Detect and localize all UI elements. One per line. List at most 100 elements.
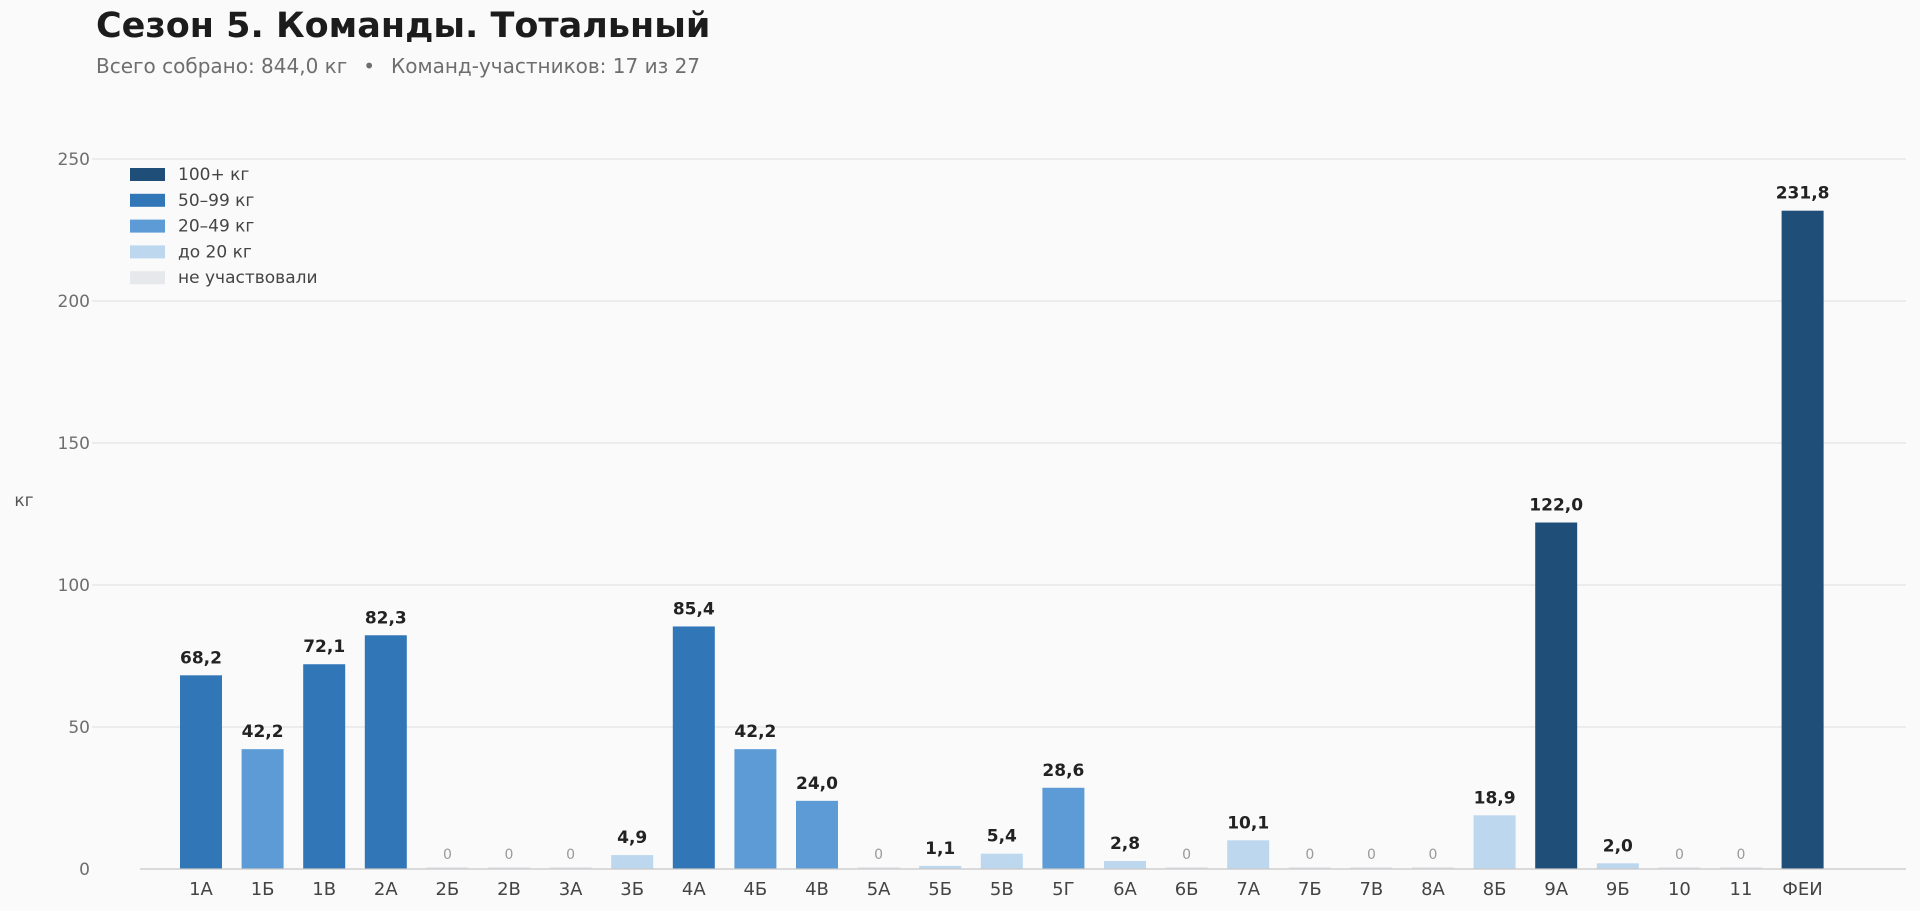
data-label: 0 (1675, 847, 1684, 863)
x-tick-label: 3А (559, 879, 583, 900)
x-tick-label: 7А (1236, 879, 1260, 900)
x-tick-label: 4Б (743, 879, 767, 900)
bar (734, 749, 777, 869)
legend-label: 20–49 кг (178, 217, 254, 237)
data-label: 4,9 (617, 828, 647, 848)
x-tick-label: 8А (1421, 879, 1445, 900)
bar-empty (1658, 867, 1701, 869)
data-label: 72,1 (303, 637, 345, 657)
y-tick-label: 250 (58, 150, 90, 170)
data-label: 0 (1429, 847, 1438, 863)
data-label: 68,2 (180, 648, 222, 668)
bar-empty (426, 867, 469, 869)
bar (1473, 815, 1516, 869)
y-tick-label: 0 (79, 860, 90, 880)
bar (1596, 863, 1639, 869)
legend-swatch (130, 271, 165, 285)
x-tick-label: 2А (374, 879, 398, 900)
data-label: 0 (874, 847, 883, 863)
bar (1042, 787, 1085, 869)
data-label: 122,0 (1529, 496, 1583, 516)
x-tick-label: 8Б (1483, 879, 1507, 900)
x-tick-label: 6А (1113, 879, 1137, 900)
x-tick-label: 2Б (435, 879, 459, 900)
data-label: 18,9 (1474, 788, 1516, 808)
bar (796, 800, 838, 869)
data-label: 0 (566, 847, 575, 863)
legend-label: не участвовали (178, 268, 318, 288)
y-tick-label: 50 (68, 718, 90, 738)
data-label: 82,3 (365, 608, 407, 628)
x-tick-label: 10 (1668, 879, 1691, 900)
legend-label: 100+ кг (178, 165, 249, 185)
x-tick-label: 7Б (1298, 879, 1322, 900)
x-tick-label: 1Б (251, 879, 275, 900)
data-label: 24,0 (796, 774, 838, 794)
bar-empty (857, 867, 900, 869)
x-tick-label: 1А (189, 879, 213, 900)
legend-swatch (130, 168, 165, 181)
data-label: 85,4 (673, 599, 715, 619)
x-tick-label: 4В (805, 879, 829, 900)
data-label: 0 (505, 847, 514, 863)
bar (611, 855, 654, 869)
chart-title: Сезон 5. Команды. Тотальный (96, 6, 711, 46)
bar-empty (488, 867, 530, 869)
data-label: 1,1 (925, 839, 955, 859)
x-tick-label: 6Б (1175, 879, 1199, 900)
bar (919, 865, 962, 869)
bar (303, 664, 346, 869)
legend-swatch (130, 219, 165, 233)
x-tick-label: 5Б (928, 879, 952, 900)
x-tick-label: 11 (1730, 879, 1753, 900)
data-label: 10,1 (1227, 813, 1269, 833)
data-label: 0 (443, 847, 452, 863)
data-label: 42,2 (242, 722, 284, 742)
data-label: 0 (1737, 847, 1746, 863)
data-label: 0 (1182, 847, 1191, 863)
x-tick-label: ФЕИ (1782, 879, 1822, 900)
bar (180, 675, 222, 869)
x-tick-label: 9Б (1606, 879, 1630, 900)
y-tick-label: 150 (58, 434, 90, 454)
bar-empty (1165, 867, 1208, 869)
x-tick-label: 5Г (1052, 879, 1074, 900)
data-label: 0 (1305, 847, 1314, 863)
bar (1781, 210, 1824, 870)
bar (1104, 861, 1146, 869)
x-tick-label: 1В (312, 879, 336, 900)
bar-empty (1412, 867, 1454, 869)
bar-empty (549, 867, 592, 869)
y-tick-label: 100 (58, 576, 90, 596)
teams-count: Команд-участников: 17 из 27 (391, 54, 701, 78)
bar (1535, 522, 1578, 869)
x-tick-label: 5В (990, 879, 1014, 900)
bar (980, 853, 1023, 869)
bar (672, 626, 715, 869)
x-tick-label: 9А (1544, 879, 1568, 900)
data-label: 28,6 (1042, 761, 1084, 781)
y-axis-label: кг (14, 491, 33, 511)
data-label: 5,4 (987, 827, 1017, 847)
data-label: 0 (1367, 847, 1376, 863)
legend-swatch (130, 245, 165, 259)
bar-empty (1720, 867, 1762, 869)
data-label: 42,2 (734, 722, 776, 742)
bar-empty (1288, 867, 1331, 869)
data-label: 2,8 (1110, 834, 1140, 854)
legend-label: 50–99 кг (178, 191, 254, 211)
subtitle-separator: • (363, 54, 376, 78)
bar-empty (1350, 867, 1393, 869)
x-tick-label: 4А (682, 879, 706, 900)
y-tick-label: 200 (58, 292, 90, 312)
data-label: 231,8 (1776, 184, 1830, 204)
total-collected: Всего собрано: 844,0 кг (96, 54, 348, 78)
data-label: 2,0 (1603, 836, 1633, 856)
bar (364, 635, 407, 869)
bar (1227, 840, 1270, 869)
x-tick-label: 7В (1359, 879, 1383, 900)
x-tick-label: 3Б (620, 879, 644, 900)
x-tick-label: 2В (497, 879, 521, 900)
x-tick-label: 5А (867, 879, 891, 900)
